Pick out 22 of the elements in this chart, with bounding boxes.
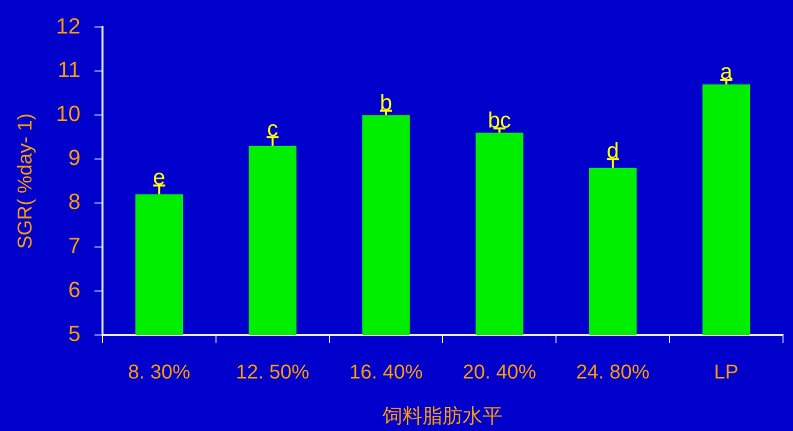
annotation: c — [267, 116, 278, 142]
x-tick-label: 20. 40% — [462, 362, 536, 384]
x-tick-label: LP — [714, 362, 739, 384]
x-axis-title: 饲料脂肪水平 — [382, 406, 503, 428]
annotation: e — [153, 164, 166, 190]
y-axis-title: SGR( %day- 1) — [14, 113, 37, 249]
y-tick-label: 5 — [68, 321, 80, 346]
y-tick-label: 6 — [68, 277, 80, 302]
x-tick-label: 24. 80% — [576, 362, 650, 384]
y-tick-label: 11 — [58, 57, 80, 82]
annotation: bc — [488, 107, 512, 132]
y-tick-label: 9 — [68, 145, 80, 170]
y-tick-label: 12 — [56, 13, 80, 38]
y-tick-label: 7 — [68, 233, 80, 258]
y-tick-label: 10 — [56, 101, 80, 126]
annotation: b — [380, 90, 392, 115]
y-tick-label: 8 — [68, 189, 80, 214]
annotation: a — [720, 59, 734, 84]
x-tick-label: 16. 40% — [349, 362, 423, 384]
x-tick-label: 8. 30% — [128, 362, 191, 384]
x-tick-label: 12. 50% — [236, 362, 310, 384]
annotation: d — [606, 138, 619, 164]
